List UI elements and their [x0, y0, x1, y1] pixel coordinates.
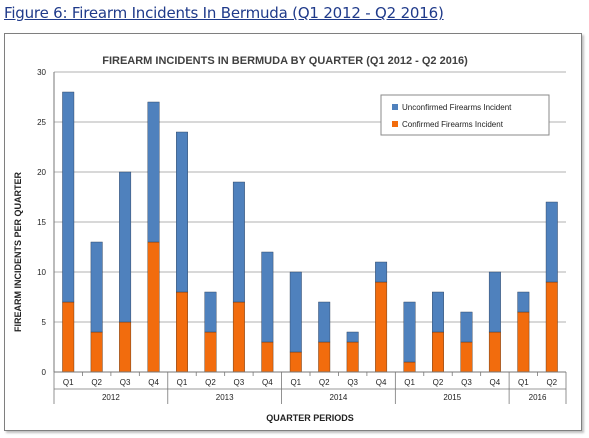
legend-box [380, 94, 550, 136]
legend-swatch-unconfirmed [392, 104, 398, 110]
x-tick-label-quarter: Q3 [120, 378, 131, 387]
bar-confirmed [90, 331, 103, 373]
bar-unconfirmed [346, 331, 359, 343]
x-tick-label-quarter: Q4 [148, 378, 159, 387]
x-tick-label-year: 2013 [216, 393, 234, 402]
bar-unconfirmed [147, 101, 160, 243]
bar-confirmed [261, 341, 274, 373]
x-tick-label-quarter: Q4 [490, 378, 501, 387]
x-tick-label-quarter: Q1 [177, 378, 188, 387]
chart-title: FIREARM INCIDENTS IN BERMUDA BY QUARTER … [102, 55, 468, 67]
bar-unconfirmed [176, 131, 188, 293]
bar-confirmed [403, 361, 416, 373]
bar-unconfirmed [375, 261, 388, 283]
bar-unconfirmed [232, 181, 245, 303]
x-tick-label-quarter: Q2 [91, 378, 102, 387]
y-axis-ticks: 0 5 10 15 20 25 30 [37, 68, 46, 377]
x-tick-label-quarter: Q4 [376, 378, 387, 387]
x-tick-label-quarter: Q3 [461, 378, 472, 387]
legend-label-confirmed: Confirmed Firearms Incident [402, 120, 504, 129]
bar-confirmed [232, 301, 245, 373]
bar-confirmed [289, 351, 302, 373]
bar-confirmed [119, 321, 132, 373]
legend: Unconfirmed Firearms Incident Confirmed … [380, 94, 550, 136]
x-tick-label-year: 2012 [102, 393, 120, 402]
bar-confirmed [432, 331, 444, 373]
legend-swatch-confirmed [392, 121, 398, 127]
bar-confirmed [460, 341, 473, 373]
bar-confirmed [318, 341, 331, 373]
y-tick-label: 30 [37, 68, 46, 77]
bar-unconfirmed [517, 291, 530, 313]
bar-unconfirmed [432, 291, 444, 333]
legend-label-unconfirmed: Unconfirmed Firearms Incident [402, 103, 512, 112]
bar-confirmed [204, 331, 217, 373]
y-tick-label: 0 [42, 368, 47, 377]
x-tick-label-year: 2016 [529, 393, 547, 402]
bar-confirmed [62, 301, 75, 373]
y-tick-label: 5 [42, 318, 47, 327]
figure-caption: Figure 6: Firearm Incidents In Bermuda (… [4, 4, 444, 22]
x-axis-labels: Q1 Q2 Q3 Q4 Q1 Q2 Q3 Q4 Q1 Q2 Q3 Q4 Q1 Q2 Q3 Q4 Q1 Q22012… [53, 372, 567, 404]
x-tick-label-quarter: Q1 [518, 378, 529, 387]
bar-unconfirmed [261, 251, 274, 343]
bar-confirmed [346, 341, 359, 373]
x-tick-label-quarter: Q1 [63, 378, 74, 387]
y-axis-label: FIREARM INCIDENTS PER QUARTER [13, 172, 23, 333]
x-tick-label-quarter: Q2 [319, 378, 330, 387]
y-tick-label: 25 [37, 118, 46, 127]
x-tick-label-quarter: Q3 [234, 378, 245, 387]
bar-unconfirmed [318, 301, 331, 343]
bar-unconfirmed [545, 201, 558, 283]
gridlines [54, 71, 566, 323]
bar-unconfirmed [488, 271, 501, 333]
bar-confirmed [375, 281, 388, 373]
bar-confirmed [176, 291, 188, 373]
y-tick-label: 20 [37, 168, 46, 177]
bar-unconfirmed [289, 271, 302, 353]
x-tick-label-year: 2014 [330, 393, 348, 402]
bar-unconfirmed [90, 241, 103, 333]
y-tick-label: 15 [37, 218, 46, 227]
x-tick-label-quarter: Q3 [347, 378, 358, 387]
bar-confirmed [147, 241, 160, 373]
bars [62, 91, 558, 373]
y-tick-label: 10 [37, 268, 46, 277]
bar-unconfirmed [204, 291, 217, 333]
bar-unconfirmed [119, 171, 132, 323]
bar-confirmed [545, 281, 558, 373]
bar-confirmed [488, 331, 501, 373]
x-tick-label-quarter: Q2 [433, 378, 444, 387]
bar-unconfirmed [62, 91, 75, 303]
bar-unconfirmed [460, 311, 473, 343]
x-tick-label-quarter: Q1 [404, 378, 415, 387]
x-tick-label-quarter: Q2 [205, 378, 216, 387]
x-axis-label: QUARTER PERIODS [266, 413, 354, 423]
bar-confirmed [517, 311, 530, 373]
x-tick-label-quarter: Q4 [262, 378, 273, 387]
x-tick-label-quarter: Q2 [546, 378, 557, 387]
x-tick-label-year: 2015 [443, 393, 461, 402]
x-tick-label-quarter: Q1 [290, 378, 301, 387]
bar-unconfirmed [403, 301, 416, 363]
